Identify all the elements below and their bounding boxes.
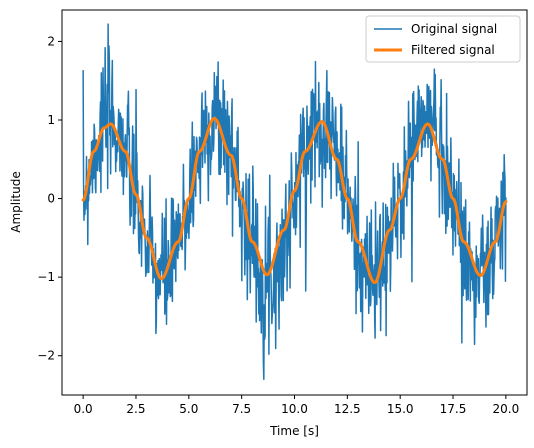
series-layer	[81, 23, 508, 381]
ticks-layer: 0.0 2.5 5.0 7.5 10.0 12.5 15.0 17.5 20.0 −2 −1 0 1 2	[37, 34, 519, 416]
x-tick-label: 20.0	[493, 402, 520, 416]
x-tick-label: 7.5	[232, 402, 251, 416]
y-axis-label: Amplitude	[9, 171, 23, 233]
legend-label: Original signal	[411, 22, 497, 36]
x-tick-label: 5.0	[179, 402, 198, 416]
x-axis-label: Time [s]	[269, 424, 319, 438]
legend-label: Filtered signal	[411, 43, 495, 57]
x-tick-label: 10.0	[281, 402, 308, 416]
x-tick-label: 2.5	[126, 402, 145, 416]
x-tick-label: 0.0	[74, 402, 93, 416]
y-tick-label: 2	[47, 34, 55, 48]
y-tick-label: −2	[37, 349, 55, 363]
x-tick-label: 12.5	[334, 402, 361, 416]
legend-box	[365, 15, 521, 63]
y-tick-label: 1	[47, 113, 55, 127]
series-original-signal	[82, 23, 507, 381]
x-tick-label: 15.0	[387, 402, 414, 416]
y-tick-label: 0	[47, 192, 55, 206]
series-filtered-signal	[81, 116, 508, 285]
x-tick-label: 17.5	[440, 402, 467, 416]
legend: Original signal Filtered signal	[365, 15, 521, 63]
y-tick-label: −1	[37, 270, 55, 284]
